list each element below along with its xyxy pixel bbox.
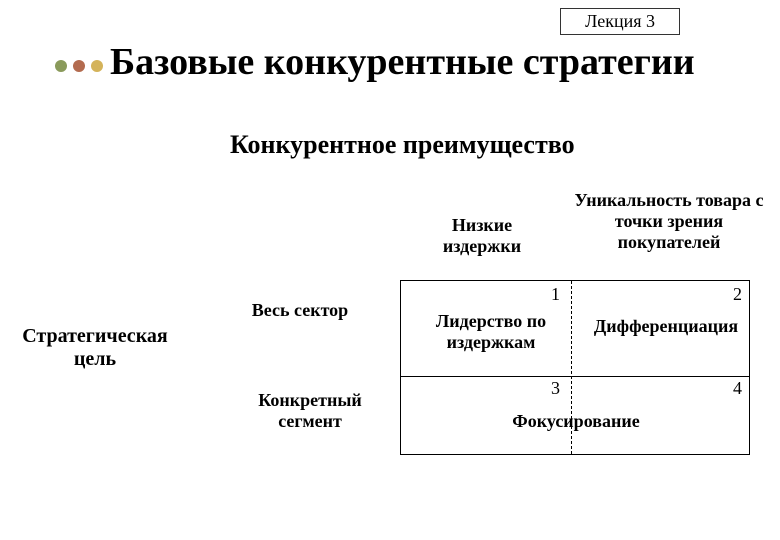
- cell-merged-bottom: Фокусирование: [401, 411, 751, 432]
- cell-1-number: 1: [551, 284, 560, 305]
- row-label-whole-sector: Весь сектор: [245, 300, 355, 321]
- column-header-low-cost: Низкие издержки: [427, 215, 537, 257]
- subtitle: Конкурентное преимущество: [230, 130, 575, 160]
- bullet-icon: [73, 60, 85, 72]
- cell-4-number: 4: [733, 378, 742, 399]
- strategy-matrix: 1 Лидерство по издержкам 2 Дифференциаци…: [400, 280, 750, 455]
- bullet-icon: [91, 60, 103, 72]
- cell-2-number: 2: [733, 284, 742, 305]
- matrix-row-divider: [401, 376, 749, 377]
- row-label-segment: Конкретный сегмент: [245, 390, 375, 432]
- lecture-badge: Лекция 3: [560, 8, 680, 35]
- title-bullets: [55, 60, 103, 72]
- row-axis-label: Стратегическая цель: [5, 325, 185, 371]
- cell-3-number: 3: [551, 378, 560, 399]
- page-title: Базовые конкурентные стратегии: [110, 40, 695, 84]
- column-header-uniqueness: Уникальность товара с точки зрения покуп…: [564, 190, 774, 253]
- bullet-icon: [55, 60, 67, 72]
- cell-1-text: Лидерство по издержкам: [416, 311, 566, 353]
- cell-2-text: Дифференциация: [581, 316, 751, 337]
